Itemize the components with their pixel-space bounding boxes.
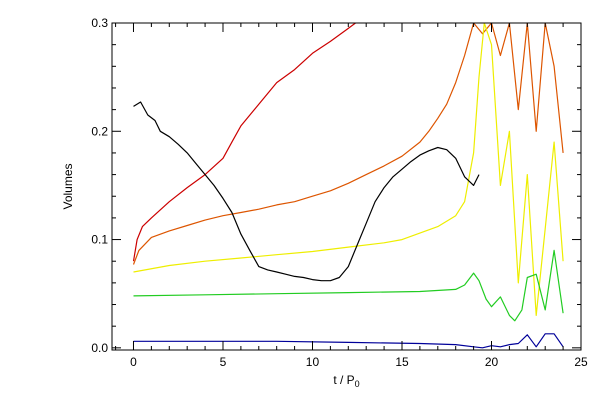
plot-lines [132,23,564,349]
x-axis-title-subscript: 0 [355,379,360,389]
series-line-3 [133,23,564,316]
series-line-1 [132,23,356,262]
series-line-5 [133,333,564,349]
y-tick-label: 0.0 [91,341,108,355]
axis-ticks [112,22,582,350]
series-line-6 [133,101,480,282]
y-tick-label: 0.2 [91,124,108,138]
x-tick-label: 5 [220,355,227,369]
y-tick-label: 0.3 [91,16,108,30]
x-axis-title: t / P0 [333,373,359,389]
x-tick-label: 10 [306,355,320,369]
x-tick-label: 20 [485,355,499,369]
y-axis-title: Volumes [61,163,75,209]
x-tick-label: 25 [574,355,588,369]
x-tick-label: 0 [130,355,137,369]
series-line-2 [132,23,564,265]
x-tick-label: 15 [395,355,409,369]
y-tick-label: 0.1 [91,233,108,247]
plot-frame [111,22,582,351]
x-axis-title-main: t / P [333,373,354,387]
axis-tick-labels: 0 5 10 15 20 25 0.0 0.1 0.2 0.3 [91,16,588,369]
series-line-4 [133,249,564,322]
